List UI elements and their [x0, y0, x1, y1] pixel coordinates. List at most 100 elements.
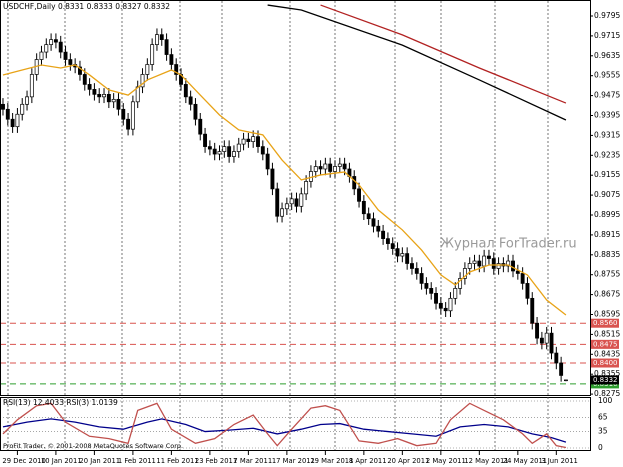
candle-body: [482, 255, 487, 267]
candle-body: [227, 146, 232, 157]
y-tick-label: 0.8915: [594, 230, 620, 239]
watermark: Журнал ForTrader.ru: [440, 237, 577, 252]
candle-body: [563, 379, 568, 382]
copyright: ProFit Trader, © 2001-2008 MetaQuotes So…: [3, 442, 183, 450]
y-tick-label: 0.9555: [594, 71, 620, 80]
line-series: [267, 4, 567, 121]
line-series: [2, 64, 567, 316]
candle-body: [352, 176, 357, 190]
y-tick-label: 0.9635: [594, 51, 620, 60]
candle-body: [29, 74, 34, 98]
candle-body: [82, 74, 87, 85]
current-price-label: 0.8332: [593, 376, 618, 384]
candle-body: [198, 118, 203, 135]
y-tick-label: 0.8835: [594, 250, 620, 259]
y-tick-label: 0.9155: [594, 170, 620, 179]
candle-body: [251, 136, 256, 142]
candle-body: [361, 200, 366, 215]
candle-body: [308, 171, 313, 182]
x-tick-label: 10 Jan 2011: [41, 457, 82, 465]
candle-body: [63, 51, 68, 60]
candle-body: [169, 54, 174, 65]
y-tick-label: 0.9315: [594, 130, 620, 139]
candle-body: [222, 146, 227, 152]
candle-body: [337, 163, 342, 167]
x-tick-label: 17 Mar 2011: [272, 457, 315, 465]
candle-body: [97, 94, 102, 98]
x-tick-label: 2 May 2011: [426, 457, 466, 465]
candle-body: [467, 263, 472, 269]
chart-title: USDCHF,Daily 0.8331 0.8333 0.8327 0.8332: [3, 2, 170, 11]
main-pane: [0, 0, 591, 396]
y-tick-label: 0.9235: [594, 150, 620, 159]
y-tick-label: 0.9395: [594, 110, 620, 119]
candle-body: [419, 273, 424, 284]
candle-body: [106, 94, 111, 103]
candle-body: [44, 44, 49, 53]
candle-body: [159, 34, 164, 40]
x-tick-label: 23 Feb 2011: [195, 457, 237, 465]
candle-body: [10, 118, 15, 128]
candle-body: [203, 133, 208, 147]
candle-body: [294, 198, 299, 207]
candle-body: [299, 193, 304, 207]
candle-body: [535, 322, 540, 339]
candle-body: [87, 84, 92, 90]
candle-body: [366, 213, 371, 220]
level-label-box: [591, 358, 619, 368]
candle-body: [462, 268, 467, 279]
candle-body: [111, 98, 116, 103]
candle-body: [414, 268, 419, 274]
candle-body: [333, 166, 337, 172]
candle-body: [126, 118, 131, 130]
candle-body: [145, 64, 150, 75]
y-tick-label: 35: [598, 427, 608, 436]
level-label-box: [591, 339, 619, 349]
candle-body: [140, 74, 145, 88]
candle-body: [487, 255, 491, 259]
x-tick-label: 7 Mar 2011: [233, 457, 272, 465]
y-tick-label: 0.8595: [594, 310, 620, 319]
candle-body: [174, 64, 179, 75]
y-tick-label: 0.8995: [594, 210, 620, 219]
candle-body: [410, 263, 414, 269]
candle-body: [458, 278, 463, 289]
candle-body: [15, 113, 20, 128]
level-label: 0.8475: [593, 340, 618, 348]
candle-body: [49, 39, 54, 45]
level-label: 0.8400: [593, 359, 618, 367]
candle-body: [390, 243, 395, 249]
candle-body: [280, 208, 285, 217]
y-tick-label: 0.8275: [594, 389, 620, 398]
candle-body: [520, 273, 525, 284]
rsi-pane: [0, 397, 591, 451]
candle-body: [217, 151, 222, 155]
candle-body: [20, 103, 25, 115]
candle-body: [53, 39, 58, 43]
x-tick-label: 3 Jun 2011: [541, 457, 578, 465]
candle-body: [116, 98, 121, 110]
y-tick-label: 0: [598, 443, 603, 452]
level-label: 0.8560: [593, 319, 618, 327]
rsi-title: RSI(13) 12.4033 RSI(3) 1.0139: [3, 398, 118, 407]
candle-body: [241, 138, 246, 145]
candle-body: [477, 260, 482, 267]
y-tick-label: 0.9075: [594, 190, 620, 199]
candle-body: [472, 260, 477, 264]
x-tick-label: 11 Feb 2011: [156, 457, 198, 465]
line-series: [320, 4, 567, 104]
period-separators: [7, 1, 549, 450]
x-tick-label: 29 Mar 2011: [310, 457, 353, 465]
candle-body: [275, 188, 280, 217]
y-tick-label: 0.8515: [594, 329, 620, 338]
candle-body: [544, 332, 549, 344]
candle-body: [25, 96, 29, 105]
x-tick-label: 20 Jan 2011: [79, 457, 120, 465]
x-tick-label: 20 Apr 2011: [387, 457, 429, 465]
candle-body: [236, 143, 241, 152]
candle-body: [405, 253, 410, 264]
candle-body: [424, 283, 429, 289]
candle-body: [58, 41, 63, 53]
y-tick-label: 0.8755: [594, 270, 620, 279]
candle-body: [559, 362, 564, 376]
